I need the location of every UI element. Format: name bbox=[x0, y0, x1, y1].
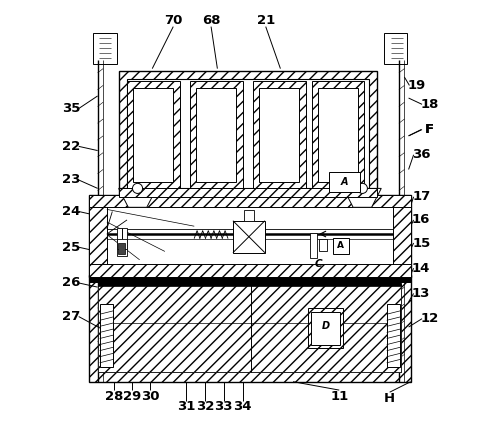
Text: 30: 30 bbox=[141, 390, 159, 403]
Bar bbox=[89, 264, 410, 277]
Bar bbox=[93, 33, 116, 64]
Bar bbox=[311, 311, 339, 345]
Text: F: F bbox=[424, 123, 433, 136]
Bar bbox=[100, 304, 113, 367]
Text: 34: 34 bbox=[233, 401, 252, 413]
Bar bbox=[89, 275, 410, 382]
Text: 13: 13 bbox=[411, 287, 429, 300]
Text: 26: 26 bbox=[62, 277, 80, 289]
Bar bbox=[319, 239, 326, 251]
Text: 35: 35 bbox=[62, 102, 80, 115]
Polygon shape bbox=[118, 188, 156, 207]
Bar bbox=[309, 233, 317, 258]
Bar bbox=[89, 275, 410, 282]
Text: 15: 15 bbox=[411, 236, 429, 250]
Circle shape bbox=[357, 183, 367, 193]
Text: 11: 11 bbox=[330, 390, 348, 403]
Bar bbox=[98, 284, 401, 372]
Bar bbox=[118, 243, 125, 253]
Bar bbox=[190, 81, 242, 188]
Bar bbox=[318, 88, 357, 182]
Text: 12: 12 bbox=[420, 312, 438, 325]
Text: A: A bbox=[337, 241, 344, 250]
Bar bbox=[311, 81, 364, 188]
Text: 31: 31 bbox=[176, 401, 195, 413]
Text: 25: 25 bbox=[62, 241, 80, 254]
Text: 29: 29 bbox=[123, 390, 141, 403]
Text: 23: 23 bbox=[62, 173, 80, 187]
Bar bbox=[117, 239, 126, 249]
Text: 22: 22 bbox=[62, 140, 80, 153]
Text: 33: 33 bbox=[214, 401, 232, 413]
Text: D: D bbox=[321, 321, 329, 331]
Text: H: H bbox=[383, 392, 394, 405]
Bar bbox=[89, 195, 107, 277]
Bar bbox=[116, 228, 127, 255]
Bar bbox=[89, 195, 410, 207]
Bar bbox=[127, 81, 179, 188]
Bar bbox=[243, 210, 254, 221]
Bar bbox=[89, 195, 410, 277]
Bar bbox=[232, 221, 265, 253]
Bar bbox=[328, 172, 360, 192]
Text: 17: 17 bbox=[411, 190, 429, 203]
Text: A: A bbox=[340, 177, 348, 187]
Bar bbox=[127, 79, 368, 188]
Bar bbox=[118, 71, 376, 197]
Bar bbox=[386, 304, 399, 367]
Bar bbox=[383, 33, 406, 64]
Bar bbox=[332, 238, 348, 253]
Text: 19: 19 bbox=[407, 79, 425, 92]
Bar bbox=[118, 188, 376, 197]
Bar bbox=[259, 88, 299, 182]
Text: 28: 28 bbox=[105, 390, 123, 403]
Text: 21: 21 bbox=[256, 14, 274, 27]
Text: 14: 14 bbox=[411, 262, 429, 275]
Text: 36: 36 bbox=[411, 148, 429, 161]
Text: 24: 24 bbox=[62, 205, 80, 218]
Text: C: C bbox=[314, 259, 322, 269]
Text: 16: 16 bbox=[411, 214, 429, 226]
Bar bbox=[253, 81, 305, 188]
Bar bbox=[392, 195, 410, 277]
Text: 18: 18 bbox=[419, 98, 438, 111]
Text: F: F bbox=[424, 123, 433, 136]
Polygon shape bbox=[343, 188, 380, 207]
Bar bbox=[196, 88, 236, 182]
Text: 68: 68 bbox=[201, 14, 220, 27]
Bar bbox=[133, 88, 173, 182]
Text: 70: 70 bbox=[164, 14, 182, 27]
Bar bbox=[98, 284, 401, 372]
Bar bbox=[98, 282, 401, 286]
Circle shape bbox=[132, 183, 142, 193]
Bar bbox=[307, 308, 343, 348]
Text: 27: 27 bbox=[62, 310, 80, 323]
Text: 32: 32 bbox=[195, 401, 213, 413]
